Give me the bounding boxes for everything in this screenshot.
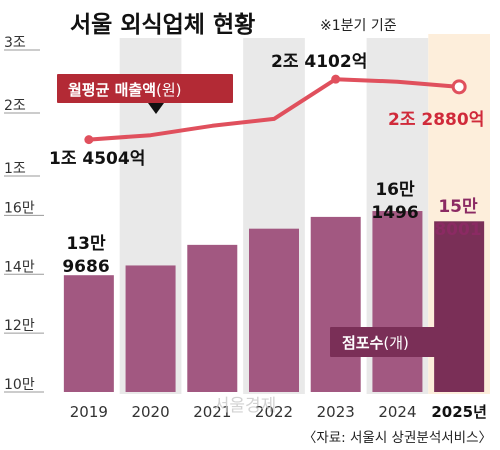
store-tick-label: 14만	[4, 259, 35, 275]
revenue-label-2025: 2조 2880억	[388, 110, 484, 130]
store-label-2025-b: 8001	[434, 220, 481, 240]
store-label-2025-a: 15만	[438, 197, 478, 217]
store-tick-label: 16만	[4, 200, 35, 216]
revenue-label-2019: 1조 4504억	[49, 149, 145, 169]
bar-2021	[187, 244, 238, 392]
bar-2023	[310, 216, 361, 392]
revenue-data-labels: 1조 4504억 2조 4102억 2조 2880억	[49, 52, 484, 169]
store-label-2019-b: 9686	[62, 257, 109, 277]
x-tick-2021: 2021	[193, 403, 231, 421]
svg-text:점포수(개): 점포수(개)	[342, 334, 409, 352]
store-label-2019-a: 13만	[66, 234, 106, 254]
store-tick-label: 10만	[4, 377, 35, 393]
bar-2025년	[434, 221, 485, 392]
x-tick-2019: 2019	[70, 403, 108, 421]
watermark: 서울경제	[214, 396, 277, 416]
x-tick-2024: 2024	[378, 403, 416, 421]
revenue-line	[88, 77, 460, 142]
source-note: 〈자료: 서울시 상권분석서비스〉	[303, 430, 492, 446]
store-legend: 점포수(개)	[330, 327, 448, 357]
revenue-legend-label: 월평균 매출액	[68, 81, 156, 99]
revenue-tick-label: 2조	[4, 98, 26, 114]
x-tick-2020: 2020	[131, 403, 169, 421]
bar-2019	[63, 275, 114, 392]
store-data-labels: 13만 9686 16만 1496 15만 8001	[62, 180, 481, 277]
x-tick-2022: 2022	[255, 403, 293, 421]
x-tick-2025년: 2025년	[431, 403, 487, 421]
revenue-legend-unit: (원)	[156, 81, 182, 99]
store-label-2024-a: 16만	[375, 180, 415, 200]
chart-note: ※1분기 기준	[320, 18, 397, 34]
store-legend-label: 점포수	[342, 334, 384, 352]
bar-2024	[372, 211, 423, 392]
chart-title: 서울 외식업체 현황	[70, 12, 255, 38]
bar-2022	[249, 228, 299, 392]
revenue-label-2023: 2조 4102억	[271, 52, 367, 72]
bar-2020	[125, 265, 176, 392]
x-tick-2023: 2023	[317, 403, 355, 421]
revenue-point-2019	[84, 135, 94, 145]
store-count-axis: 10만 12만 14만 16만	[4, 200, 44, 393]
store-legend-unit: (개)	[383, 334, 409, 352]
revenue-axis: 1조 2조 3조	[4, 35, 40, 177]
revenue-endpoint-marker	[451, 79, 467, 95]
revenue-point-2023	[331, 74, 341, 84]
svg-text:월평균 매출액(원): 월평균 매출액(원)	[68, 81, 182, 99]
revenue-tick-label: 1조	[4, 161, 26, 177]
store-tick-label: 12만	[4, 318, 35, 334]
revenue-tick-label: 3조	[4, 35, 26, 51]
revenue-legend: 월평균 매출액(원)	[57, 74, 233, 114]
store-label-2024-b: 1496	[371, 203, 418, 223]
store-count-bars	[63, 211, 485, 392]
x-axis: 2019 2020 2021 2022 2023 2024 2025년	[70, 403, 487, 421]
